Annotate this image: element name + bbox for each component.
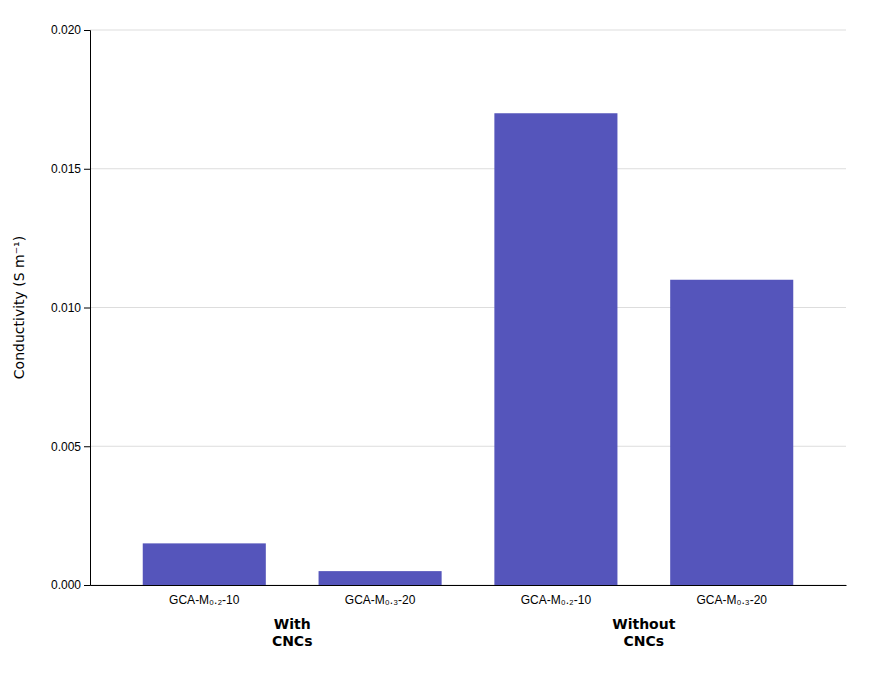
x-tick: GCA-M₀.₃-20 bbox=[345, 593, 416, 607]
y-tick: 0.005 bbox=[51, 440, 90, 454]
y-tick-mark bbox=[84, 585, 90, 586]
x-axis-line bbox=[91, 585, 847, 586]
y-tick-mark bbox=[84, 446, 90, 447]
y-tick: 0.015 bbox=[51, 162, 90, 176]
y-tick: 0.010 bbox=[51, 301, 90, 315]
bar bbox=[319, 571, 442, 585]
bar bbox=[670, 280, 793, 585]
y-tick: 0.020 bbox=[51, 23, 90, 37]
y-tick-label: 0.005 bbox=[51, 440, 81, 454]
y-axis: 0.000 0.005 0.010 0.015 0.020 bbox=[51, 23, 91, 592]
y-tick-label: 0.015 bbox=[51, 162, 81, 176]
x-tick: GCA-M₀.₂-10 bbox=[169, 593, 240, 607]
group-label: WithoutCNCs bbox=[612, 616, 675, 649]
x-axis: GCA-M₀.₂-10 GCA-M₀.₃-20 GCA-M₀.₂-10 GCA-M₀.… bbox=[91, 586, 847, 607]
x-tick-label: GCA-M₀.₃-20 bbox=[696, 593, 767, 607]
bar bbox=[143, 543, 266, 585]
y-tick-label: 0.000 bbox=[51, 578, 81, 592]
grid bbox=[90, 30, 846, 585]
y-axis-line bbox=[84, 31, 91, 586]
y-tick-label: 0.020 bbox=[51, 23, 81, 37]
x-tick: GCA-M₀.₃-20 bbox=[696, 593, 767, 607]
y-tick-mark bbox=[84, 169, 90, 170]
chart: 0.0000.0050.0100.0150.020GCA-M₀.₂-10GCA-… bbox=[0, 0, 876, 695]
grid-line bbox=[90, 168, 846, 169]
y-tick-mark bbox=[84, 308, 90, 309]
y-axis-title: Conductivity (S m⁻¹) bbox=[11, 236, 27, 379]
x-tick: GCA-M₀.₂-10 bbox=[521, 593, 592, 607]
x-tick-label: GCA-M₀.₂-10 bbox=[169, 593, 240, 607]
bar bbox=[494, 113, 617, 585]
y-tick-label: 0.010 bbox=[51, 301, 81, 315]
x-tick-label: GCA-M₀.₂-10 bbox=[521, 593, 592, 607]
plot: 0.0000.0050.0100.0150.020GCA-M₀.₂-10GCA-… bbox=[51, 23, 847, 648]
bars bbox=[143, 113, 794, 585]
y-tick-mark bbox=[84, 30, 90, 31]
group-label: WithCNCs bbox=[272, 616, 313, 649]
x-tick-label: GCA-M₀.₃-20 bbox=[345, 593, 416, 607]
y-tick: 0.000 bbox=[51, 578, 90, 592]
grid-line bbox=[90, 30, 846, 31]
